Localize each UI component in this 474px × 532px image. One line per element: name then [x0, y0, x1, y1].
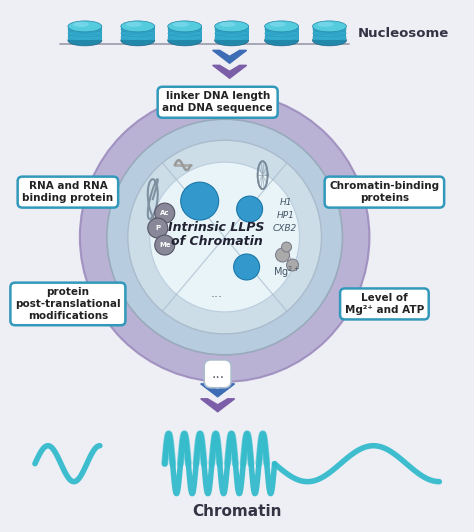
FancyBboxPatch shape [215, 27, 248, 40]
Ellipse shape [68, 35, 102, 46]
Ellipse shape [318, 22, 334, 27]
Text: linker DNA length
and DNA sequence: linker DNA length and DNA sequence [162, 92, 273, 113]
Text: Me: Me [159, 242, 171, 248]
Circle shape [181, 182, 219, 220]
Ellipse shape [168, 21, 201, 32]
Circle shape [155, 235, 175, 255]
Ellipse shape [168, 35, 201, 46]
Circle shape [237, 196, 263, 222]
Circle shape [150, 162, 300, 312]
Text: Intrinsic LLPS: Intrinsic LLPS [168, 221, 265, 234]
Ellipse shape [312, 35, 346, 46]
Ellipse shape [264, 21, 299, 32]
Ellipse shape [215, 35, 248, 46]
Circle shape [287, 259, 299, 271]
Polygon shape [201, 399, 235, 412]
Text: CXB2: CXB2 [273, 223, 297, 232]
Circle shape [275, 248, 290, 262]
FancyBboxPatch shape [264, 27, 299, 40]
Ellipse shape [312, 21, 346, 32]
Text: H1: H1 [280, 197, 292, 206]
Text: P: P [155, 225, 160, 231]
Ellipse shape [73, 22, 89, 27]
Ellipse shape [126, 22, 142, 27]
Text: HP1: HP1 [276, 211, 294, 220]
Text: Nucleosome: Nucleosome [357, 27, 449, 40]
Circle shape [128, 140, 321, 334]
Text: ...: ... [210, 287, 223, 301]
FancyBboxPatch shape [168, 27, 201, 40]
Ellipse shape [215, 21, 248, 32]
Ellipse shape [68, 21, 102, 32]
Text: RNA and RNA
binding protein: RNA and RNA binding protein [22, 181, 113, 203]
FancyBboxPatch shape [121, 27, 155, 40]
Ellipse shape [121, 35, 155, 46]
FancyBboxPatch shape [312, 27, 346, 40]
Polygon shape [213, 65, 246, 78]
Circle shape [234, 254, 260, 280]
Text: Chromatin: Chromatin [192, 504, 282, 519]
Ellipse shape [219, 22, 236, 27]
Circle shape [148, 218, 168, 238]
FancyBboxPatch shape [68, 27, 102, 40]
Circle shape [155, 203, 175, 223]
Circle shape [80, 92, 369, 382]
Ellipse shape [173, 22, 189, 27]
Text: protein
post-translational
modifications: protein post-translational modifications [15, 287, 121, 321]
Ellipse shape [121, 21, 155, 32]
Text: of Chromatin: of Chromatin [171, 235, 263, 247]
Polygon shape [213, 51, 246, 63]
Text: Level of
Mg²⁺ and ATP: Level of Mg²⁺ and ATP [345, 293, 424, 315]
Polygon shape [201, 384, 235, 397]
Text: ...: ... [211, 367, 224, 381]
Text: Mg$^{2+}$: Mg$^{2+}$ [273, 264, 300, 280]
Ellipse shape [270, 22, 285, 27]
Circle shape [107, 119, 342, 355]
Text: Ac: Ac [160, 210, 170, 216]
Circle shape [282, 242, 292, 252]
Ellipse shape [264, 35, 299, 46]
Text: Chromatin-binding
proteins: Chromatin-binding proteins [329, 181, 439, 203]
